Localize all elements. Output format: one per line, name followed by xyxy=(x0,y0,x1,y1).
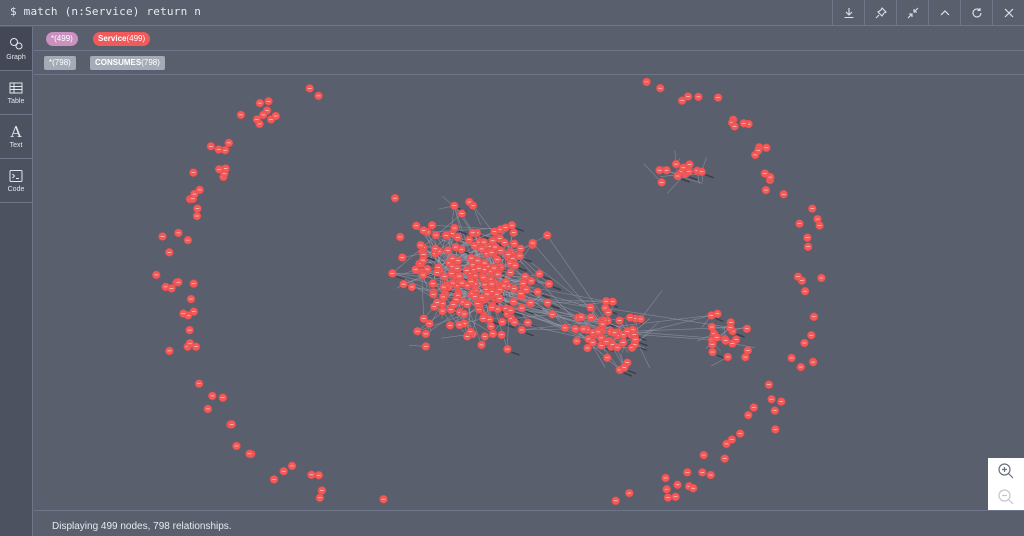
relationship-arrow xyxy=(511,351,520,356)
relationship-arrow xyxy=(715,317,724,323)
sidebar-item-label: Graph xyxy=(6,53,26,61)
relationship-arrow xyxy=(515,227,525,232)
relationship-arrow xyxy=(514,312,523,317)
relationship-edge[interactable] xyxy=(432,224,501,230)
legend-count: (798) xyxy=(141,58,160,67)
zoom-out-button[interactable] xyxy=(988,484,1024,510)
zoom-out-icon xyxy=(998,489,1014,505)
relationship-arrow xyxy=(627,369,637,375)
legend-label: CONSUMES xyxy=(95,58,142,67)
relationship-edge[interactable] xyxy=(511,314,553,320)
relationship-arrow xyxy=(458,230,467,235)
pin-button[interactable] xyxy=(864,0,896,26)
legend-count: (499) xyxy=(54,34,73,43)
relationship-edge[interactable] xyxy=(677,175,703,184)
graph-icon xyxy=(10,37,23,49)
relationship-arrow xyxy=(518,267,528,272)
relationship-edge[interactable] xyxy=(640,290,663,320)
collapse-frame-button[interactable] xyxy=(928,0,960,26)
relationship-edge[interactable] xyxy=(667,173,686,194)
relationship-arrow xyxy=(736,333,745,338)
sidebar-item-label: Text xyxy=(9,141,23,149)
close-icon xyxy=(1004,8,1013,18)
legend-node-service[interactable]: Service(499) xyxy=(93,32,151,46)
frame-toolbar xyxy=(832,0,1024,26)
relationship-edge[interactable] xyxy=(392,213,463,274)
download-icon xyxy=(844,8,853,19)
zoom-controls xyxy=(988,458,1024,510)
legend-label: * xyxy=(49,58,53,67)
relationship-arrow xyxy=(551,305,560,310)
relationship-legend: *(798) CONSUMES(798) xyxy=(34,51,1024,75)
status-bar: Displaying 499 nodes, 798 relationships. xyxy=(34,510,1024,536)
view-sidebar: Graph Table A Text Code xyxy=(0,27,33,536)
status-text: Displaying 499 nodes, 798 relationships. xyxy=(52,521,232,532)
relationship-arrow xyxy=(427,257,436,262)
relationship-arrow xyxy=(523,258,533,263)
sidebar-item-label: Table xyxy=(7,97,25,105)
relationship-arrow xyxy=(396,275,405,280)
relationship-edge[interactable] xyxy=(576,307,597,342)
sidebar-item-code[interactable]: Code xyxy=(0,159,32,203)
relationship-arrow xyxy=(623,372,633,377)
chevron-up-icon xyxy=(940,10,949,16)
relationship-arrow xyxy=(681,178,690,183)
graph-visualization[interactable] xyxy=(34,76,1024,510)
relationship-arrow xyxy=(637,336,647,341)
zoom-in-button[interactable] xyxy=(988,458,1024,484)
relationship-arrow xyxy=(716,354,725,359)
relationship-edge[interactable] xyxy=(392,273,434,293)
relationship-edge[interactable] xyxy=(499,298,615,334)
sidebar-item-label: Code xyxy=(7,185,25,193)
relationship-arrow xyxy=(639,342,648,347)
relationship-arrow xyxy=(705,174,714,179)
graph-canvas[interactable] xyxy=(34,76,1024,510)
query-bar: $ match (n:Service) return n xyxy=(0,0,1024,26)
relationship-arrow xyxy=(543,276,552,281)
legend-count: (499) xyxy=(126,34,146,43)
zoom-in-icon xyxy=(998,463,1014,479)
legend-label: * xyxy=(51,34,55,43)
code-icon xyxy=(9,169,23,182)
relationship-edge[interactable] xyxy=(521,317,631,331)
text-icon: A xyxy=(10,122,22,141)
table-icon xyxy=(9,82,23,93)
pin-icon xyxy=(875,7,887,19)
legend-label: Service xyxy=(98,34,127,43)
node-legend: *(499) Service(499) xyxy=(34,27,1024,51)
relationship-arrow xyxy=(506,324,515,329)
legend-rel-consumes[interactable]: CONSUMES(798) xyxy=(90,56,165,70)
relationship-edge[interactable] xyxy=(643,163,662,183)
collapse-icon xyxy=(907,7,918,19)
relationship-arrow xyxy=(525,332,535,337)
relationship-arrow xyxy=(552,286,562,291)
sidebar-item-graph[interactable]: Graph xyxy=(0,27,32,71)
relationship-arrow xyxy=(525,310,535,315)
collapse-button[interactable] xyxy=(896,0,928,26)
relationship-arrow xyxy=(688,176,698,181)
download-button[interactable] xyxy=(832,0,864,26)
query-text[interactable]: $ match (n:Service) return n xyxy=(10,5,202,18)
relationship-edge[interactable] xyxy=(521,295,591,308)
relationship-edge[interactable] xyxy=(529,300,607,304)
sidebar-item-text[interactable]: A Text xyxy=(0,115,32,159)
rerun-button[interactable] xyxy=(960,0,992,26)
legend-count: (798) xyxy=(52,58,71,67)
sidebar-item-table[interactable]: Table xyxy=(0,71,32,115)
close-button[interactable] xyxy=(992,0,1024,26)
relationship-arrow xyxy=(541,294,550,299)
refresh-icon xyxy=(971,8,982,18)
legend-node-all[interactable]: *(499) xyxy=(46,32,78,46)
service-nodes xyxy=(152,77,826,506)
legend-rel-all[interactable]: *(798) xyxy=(44,56,76,70)
relationship-edge[interactable] xyxy=(417,309,480,332)
